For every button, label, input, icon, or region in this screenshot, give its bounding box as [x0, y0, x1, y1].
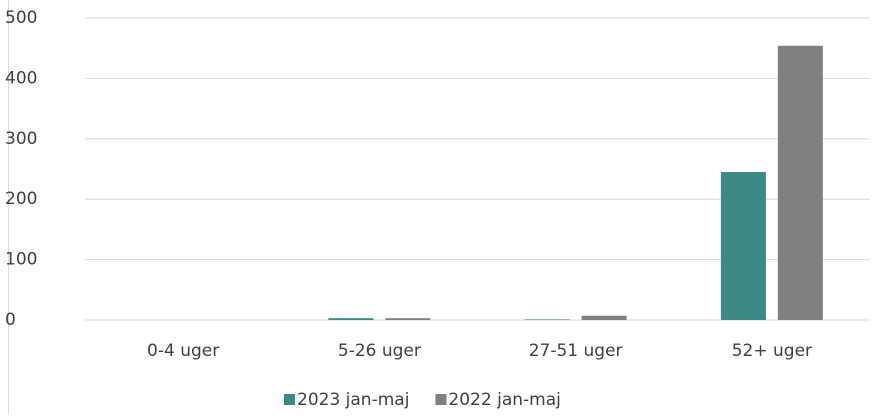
bar: [720, 172, 766, 320]
x-tick-label: 5-26 uger: [338, 341, 421, 361]
x-tick-label: 27-51 uger: [529, 341, 623, 361]
legend-swatch: [435, 394, 447, 405]
legend-swatch: [284, 394, 295, 405]
y-tick-label: 300: [5, 129, 37, 149]
bar: [777, 45, 823, 321]
y-tick-label: 400: [5, 68, 37, 88]
y-tick-label: 500: [5, 8, 37, 28]
bar: [328, 318, 374, 320]
y-tick-label: 0: [5, 310, 16, 330]
bar: [385, 318, 431, 320]
legend-label: 2023 jan-maj: [297, 390, 409, 410]
bar: [581, 315, 627, 320]
x-tick-label: 52+ uger: [732, 341, 812, 361]
x-tick-label: 0-4 uger: [147, 341, 219, 361]
y-tick-label: 200: [5, 189, 37, 209]
y-tick-label: 100: [5, 250, 37, 270]
legend-label: 2022 jan-maj: [448, 390, 560, 410]
bar: [524, 319, 570, 320]
